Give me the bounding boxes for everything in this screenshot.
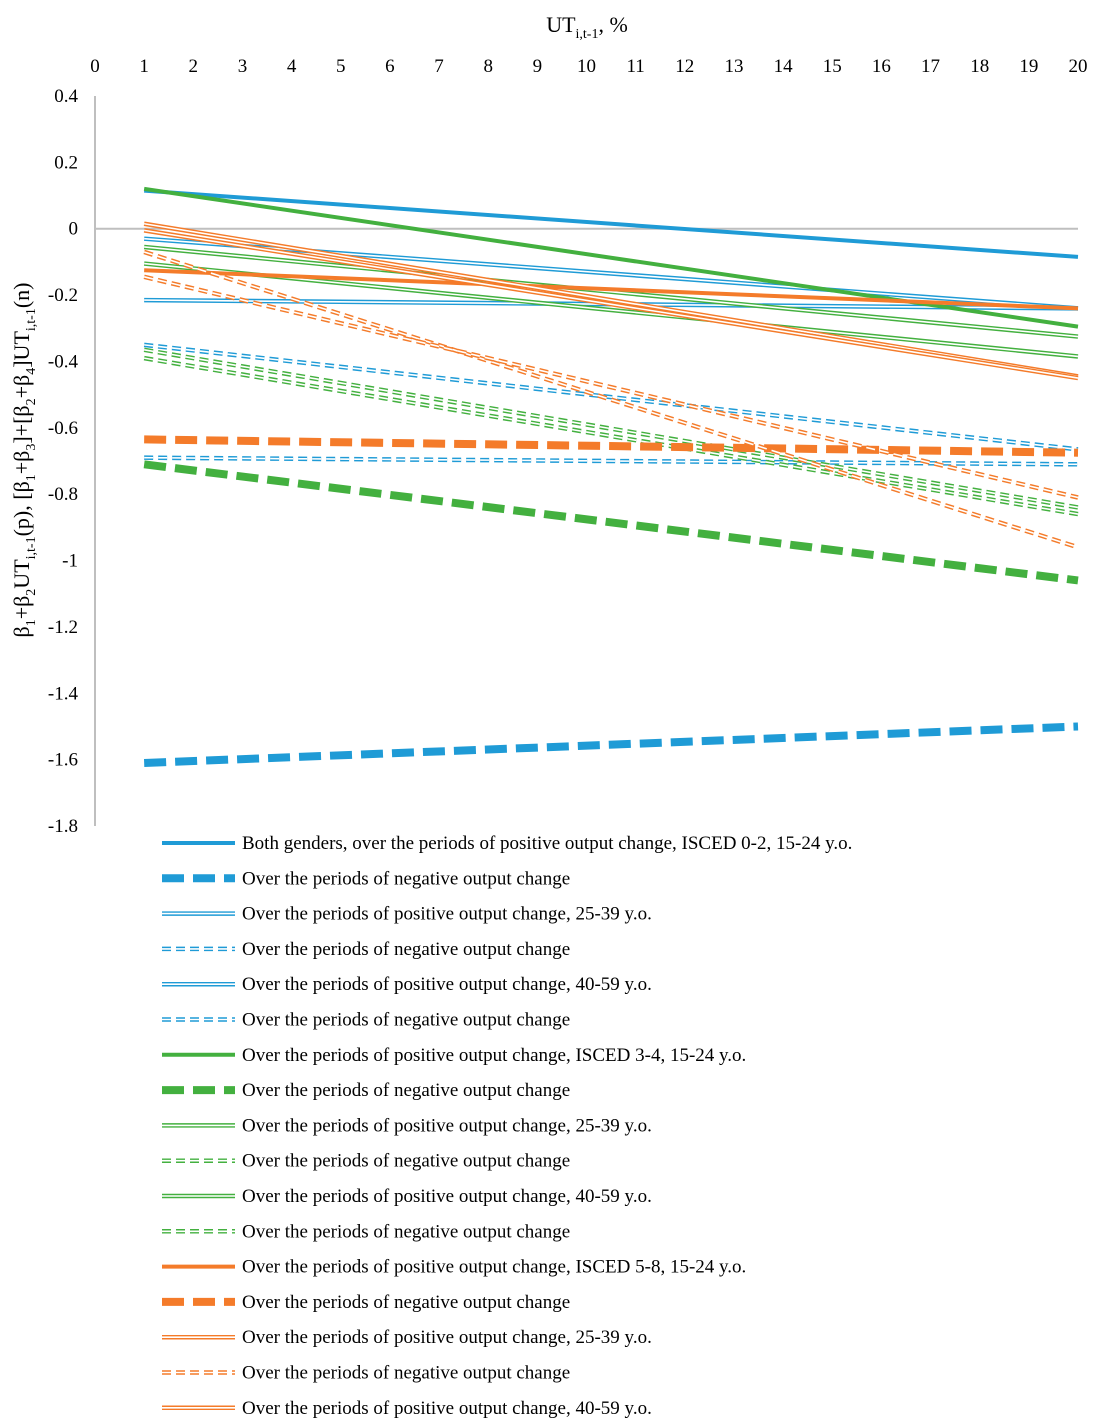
series-line-17: [143, 228, 1079, 381]
x-tick-label: 10: [577, 56, 596, 77]
legend-label: Over the periods of negative output chan…: [242, 1292, 570, 1313]
series-line-6: [143, 342, 1079, 452]
series-line-13: [144, 268, 1079, 311]
y-tick-label: 0: [69, 219, 79, 240]
legend-label: Over the periods of negative output chan…: [242, 939, 570, 960]
series-line-12: [143, 347, 1079, 510]
series-line-4: [144, 455, 1079, 467]
y-tick-label: -0.4: [48, 351, 79, 372]
series-line-11: [143, 244, 1079, 339]
y-tick-label: 0.4: [54, 86, 78, 107]
legend-label: Over the periods of positive output chan…: [242, 1257, 746, 1278]
x-tick-label: 13: [724, 56, 743, 77]
legend-label: Over the periods of positive output chan…: [242, 1045, 746, 1066]
x-tick-label: 19: [1019, 56, 1038, 77]
series-line-15: [143, 221, 1079, 379]
legend-item: Over the periods of negative output chan…: [162, 1151, 570, 1172]
legend-label: Over the periods of positive output chan…: [242, 1398, 652, 1419]
legend-label: Over the periods of negative output chan…: [242, 868, 570, 889]
legend-item: Over the periods of positive output chan…: [162, 1398, 652, 1419]
x-tick-label: 11: [627, 56, 645, 77]
legend-label: Over the periods of positive output chan…: [242, 974, 652, 995]
legend-label: Over the periods of positive output chan…: [242, 1115, 652, 1136]
legend-label: Over the periods of positive output chan…: [242, 1186, 652, 1207]
series-line-18: [143, 274, 1079, 500]
y-tick-label: -1: [62, 551, 78, 572]
legend-label: Over the periods of negative output chan…: [242, 1221, 570, 1242]
legend-label: Both genders, over the periods of positi…: [242, 833, 852, 854]
x-tick-label: 20: [1069, 56, 1088, 77]
legend: Both genders, over the periods of positi…: [162, 833, 852, 1419]
legend-item: Over the periods of positive output chan…: [162, 1327, 652, 1348]
y-tick-label: -1.4: [48, 683, 79, 704]
y-tick-label: -0.2: [48, 285, 78, 306]
legend-item: Over the periods of negative output chan…: [162, 868, 570, 889]
legend-item: Over the periods of positive output chan…: [162, 1257, 746, 1278]
legend-item: Over the periods of positive output chan…: [162, 1186, 652, 1207]
series-line-9: [143, 261, 1079, 359]
x-tick-label: 14: [774, 56, 794, 77]
y-tick-label: -0.8: [48, 484, 78, 505]
y-tick-label: 0.2: [54, 152, 78, 173]
legend-item: Over the periods of negative output chan…: [162, 1221, 570, 1242]
series-line-2: [143, 722, 1079, 767]
legend-item: Over the periods of positive output chan…: [162, 974, 652, 995]
legend-item: Over the periods of positive output chan…: [162, 1045, 746, 1066]
x-tick-label: 1: [139, 56, 149, 77]
series-layer: [143, 186, 1079, 767]
legend-item: Over the periods of negative output chan…: [162, 1363, 570, 1384]
x-tick-label: 9: [533, 56, 543, 77]
x-tick-label: 5: [336, 56, 346, 77]
legend-item: Over the periods of positive output chan…: [162, 904, 652, 925]
x-tick-label: 12: [675, 56, 694, 77]
axes: 0 1 2 3 4 5 6 7 8 9 10 11 12 13 14 15 16 17 18 19 200.40.20-…: [9, 12, 1088, 837]
y-tick-label: -1.8: [48, 816, 78, 837]
x-tick-label: 2: [189, 56, 199, 77]
series-line-16: [143, 249, 1079, 550]
x-axis-title: UTi,t-1, %: [546, 12, 628, 42]
legend-label: Over the periods of negative output chan…: [242, 1010, 570, 1031]
legend-label: Over the periods of negative output chan…: [242, 1363, 570, 1384]
x-tick-label: 3: [238, 56, 248, 77]
x-tick-label: 0: [90, 56, 100, 77]
y-axis-title: β1+β2UTi,t-1(p), [β1+β3]+[β2+β4]UTi,t-1(…: [9, 282, 39, 637]
x-tick-label: 15: [823, 56, 842, 77]
legend-label: Over the periods of negative output chan…: [242, 1151, 570, 1172]
x-tick-label: 17: [921, 56, 940, 77]
legend-item: Over the periods of negative output chan…: [162, 939, 570, 960]
legend-label: Over the periods of negative output chan…: [242, 1080, 570, 1101]
legend-item: Both genders, over the periods of positi…: [162, 833, 852, 854]
y-tick-label: -1.6: [48, 750, 78, 771]
series-line-14: [144, 435, 1079, 457]
legend-item: Over the periods of negative output chan…: [162, 1292, 570, 1313]
legend-item: Over the periods of negative output chan…: [162, 1010, 570, 1031]
x-tick-label: 16: [872, 56, 891, 77]
y-tick-label: -1.2: [48, 617, 78, 638]
x-tick-label: 7: [434, 56, 444, 77]
x-tick-label: 8: [483, 56, 493, 77]
legend-item: Over the periods of positive output chan…: [162, 1115, 652, 1136]
y-tick-label: -0.6: [48, 418, 78, 439]
series-line-10: [143, 355, 1079, 517]
series-line-8: [143, 460, 1079, 585]
x-tick-label: 6: [385, 56, 395, 77]
x-tick-label: 18: [970, 56, 989, 77]
legend-label: Over the periods of positive output chan…: [242, 904, 652, 925]
legend-item: Over the periods of negative output chan…: [162, 1080, 570, 1101]
legend-label: Over the periods of positive output chan…: [242, 1327, 652, 1348]
x-tick-label: 4: [287, 56, 297, 77]
series-line-1: [144, 188, 1079, 259]
